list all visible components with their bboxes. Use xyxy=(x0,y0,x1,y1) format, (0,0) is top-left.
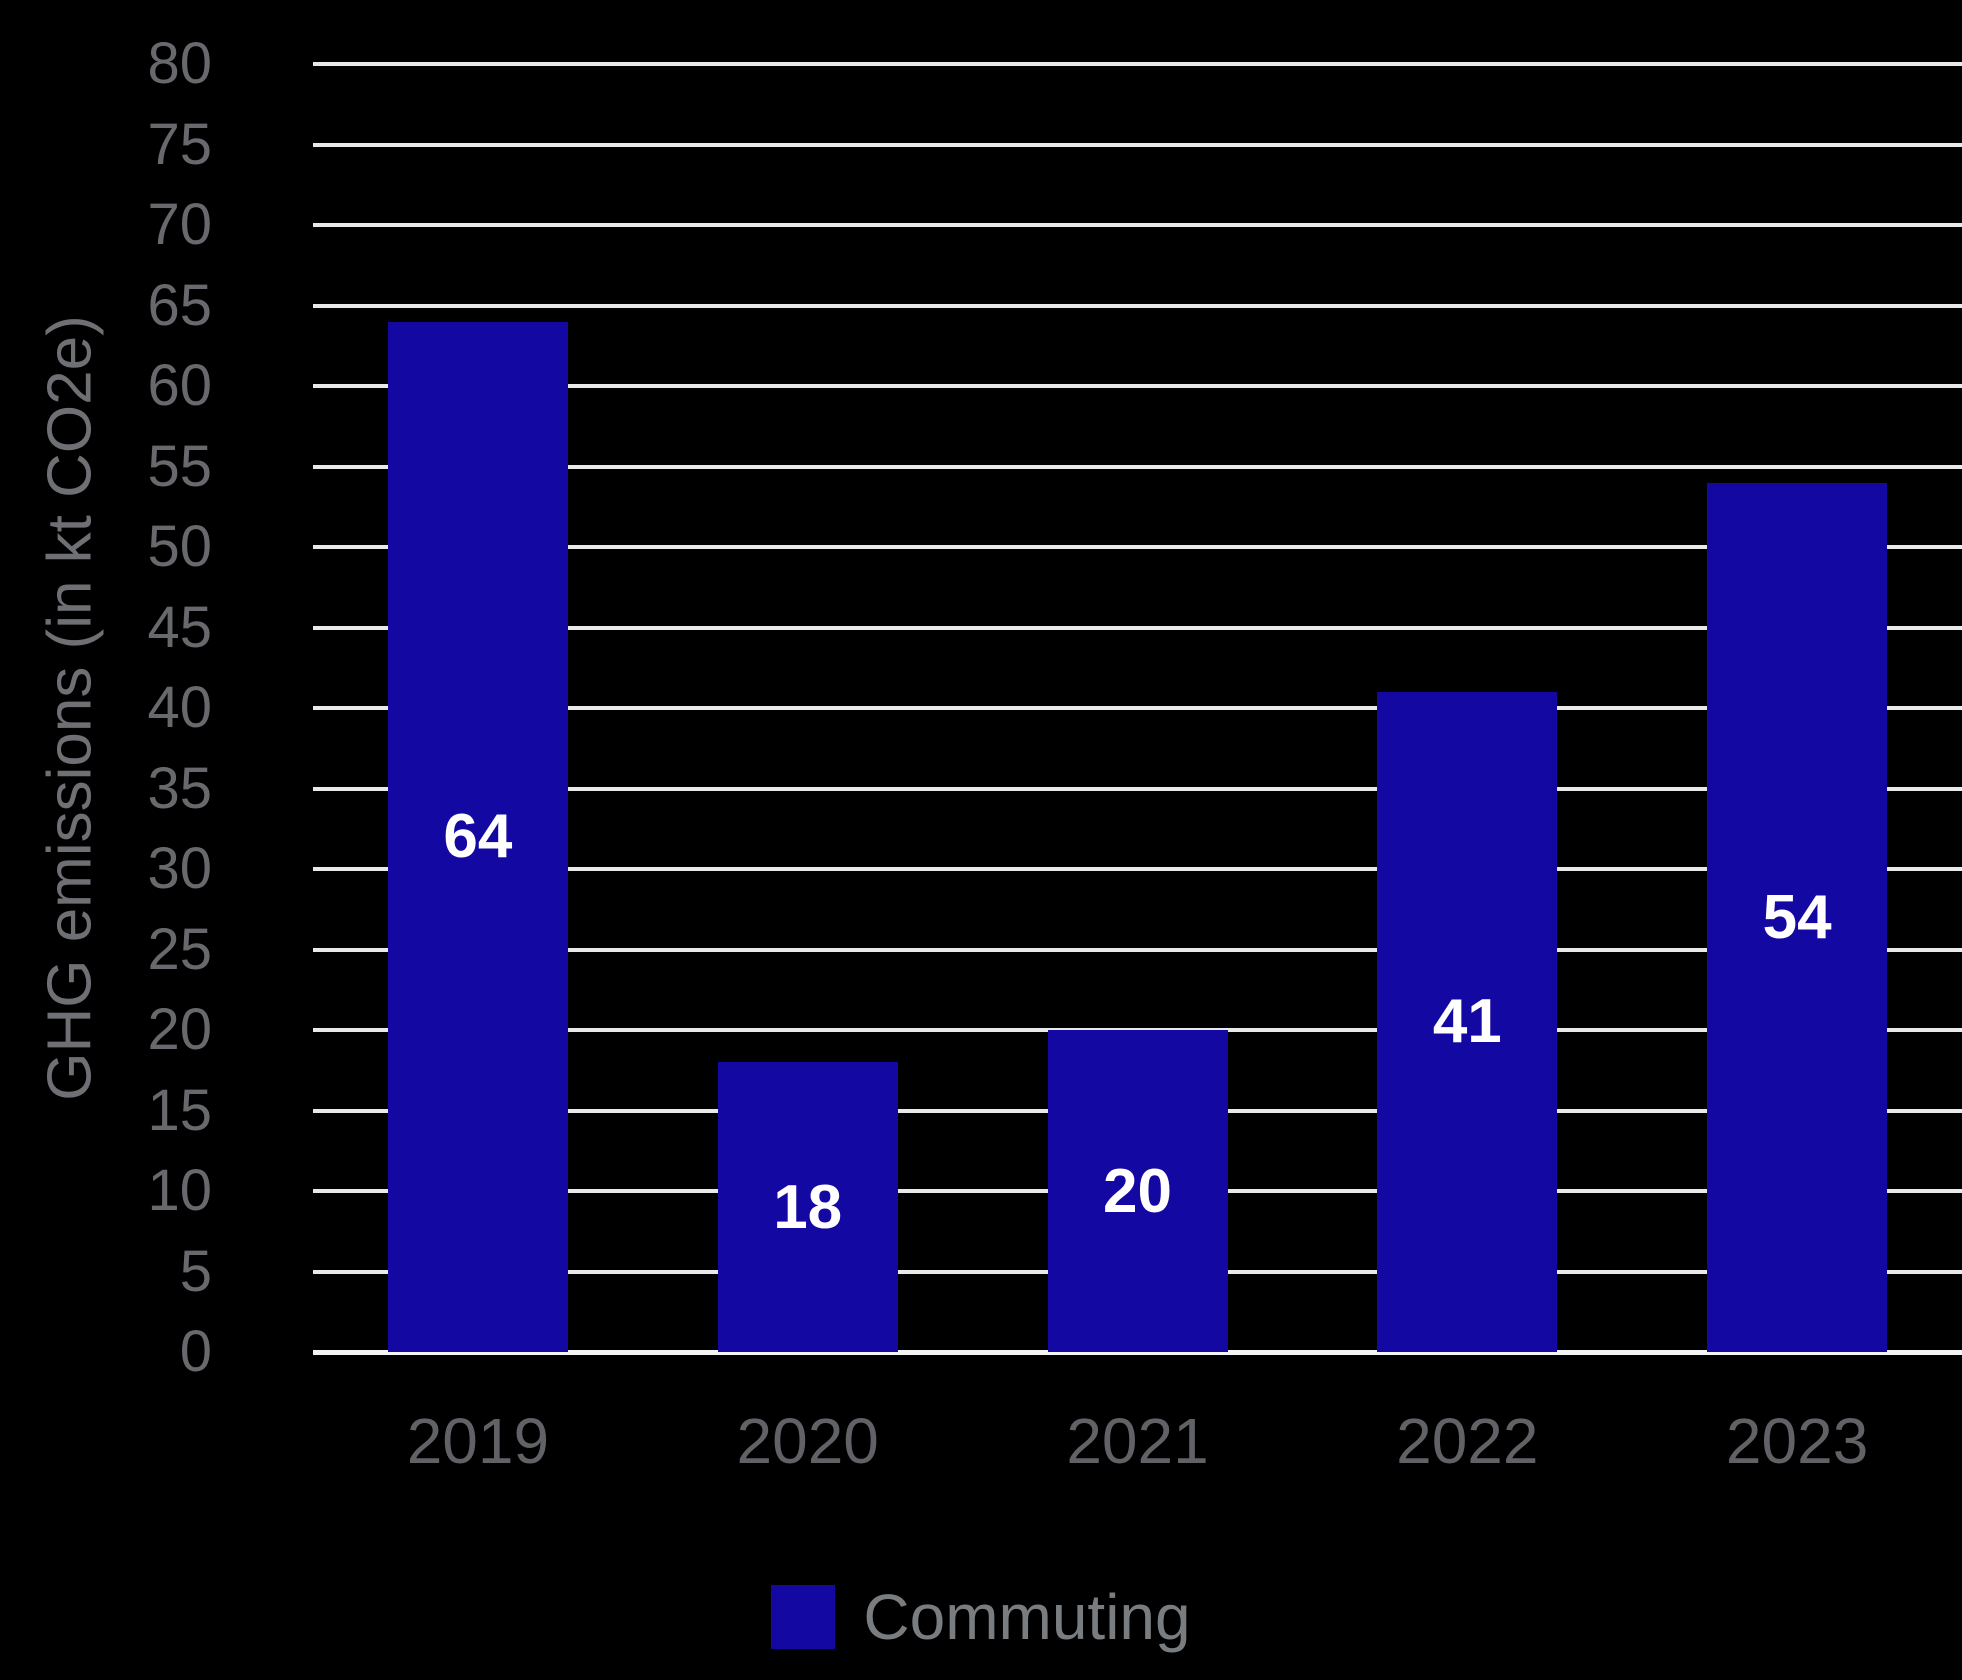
y-tick-label-50: 50 xyxy=(147,514,212,579)
bar-2021[interactable]: 20 xyxy=(1047,1030,1228,1352)
legend[interactable]: Commuting xyxy=(0,1581,1962,1653)
y-tick-label-30: 30 xyxy=(147,836,212,901)
legend-swatch xyxy=(771,1585,836,1649)
y-tick-label-70: 70 xyxy=(147,192,212,257)
gridline-y-50 xyxy=(313,545,1962,549)
gridline-y-75 xyxy=(313,142,1962,147)
gridline-y-80 xyxy=(313,62,1962,66)
y-tick-label-25: 25 xyxy=(147,916,212,982)
y-tick-label-55: 55 xyxy=(147,433,212,499)
bar-value-label-2022: 41 xyxy=(1432,987,1502,1057)
gridline-y-35 xyxy=(313,786,1962,791)
bar-value-label-2019: 64 xyxy=(443,802,513,872)
gridline-y-25 xyxy=(313,947,1962,952)
y-tick-label-5: 5 xyxy=(179,1238,212,1304)
bar-2023[interactable]: 54 xyxy=(1707,482,1888,1352)
x-label-2020: 2020 xyxy=(736,1405,879,1477)
gridline-y-45 xyxy=(313,625,1962,630)
bar-value-label-2020: 18 xyxy=(773,1172,843,1242)
y-tick-label-20: 20 xyxy=(147,997,212,1062)
bar-2022[interactable]: 41 xyxy=(1377,691,1558,1352)
bar-2019[interactable]: 64 xyxy=(387,321,568,1352)
y-tick-label-60: 60 xyxy=(147,353,212,418)
bar-value-label-2023: 54 xyxy=(1762,882,1832,952)
x-label-2022: 2022 xyxy=(1396,1405,1539,1477)
y-tick-label-45: 45 xyxy=(147,594,212,660)
y-tick-label-40: 40 xyxy=(147,675,212,740)
x-label-2019: 2019 xyxy=(406,1405,550,1477)
gridline-y-60 xyxy=(313,384,1962,388)
y-tick-label-75: 75 xyxy=(147,111,212,177)
gridline-y-55 xyxy=(313,464,1962,469)
legend-label: Commuting xyxy=(863,1581,1191,1653)
bar-value-label-2021: 20 xyxy=(1103,1156,1172,1226)
x-axis-baseline xyxy=(313,1349,1962,1355)
gridline-y-30 xyxy=(313,867,1962,871)
gridline-y-65 xyxy=(313,303,1962,308)
y-tick-label-80: 80 xyxy=(147,31,212,96)
y-tick-label-10: 10 xyxy=(147,1158,212,1223)
y-tick-label-35: 35 xyxy=(147,755,212,821)
gridline-y-40 xyxy=(313,706,1962,710)
bar-2020[interactable]: 18 xyxy=(717,1062,898,1352)
gridline-y-70 xyxy=(313,223,1962,227)
y-tick-label-15: 15 xyxy=(147,1077,212,1143)
x-label-2021: 2021 xyxy=(1066,1405,1209,1477)
y-tick-label-0: 0 xyxy=(179,1319,212,1384)
y-tick-label-65: 65 xyxy=(147,272,212,338)
x-label-2023: 2023 xyxy=(1725,1405,1869,1477)
